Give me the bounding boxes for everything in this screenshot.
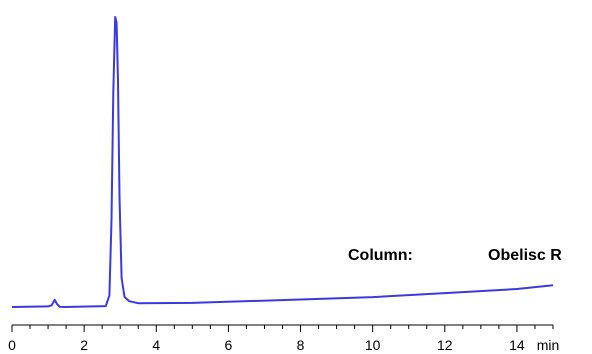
x-tick-label: 8 [297, 337, 305, 353]
column-value: Obelisc R [488, 247, 562, 264]
x-tick-label: 14 [509, 337, 525, 353]
x-tick-label: 12 [437, 337, 453, 353]
x-tick-label: 10 [365, 337, 381, 353]
x-tick-label: 4 [152, 337, 160, 353]
series-group [11, 16, 554, 308]
chromatogram-trace [11, 16, 554, 308]
x-tick-label: 6 [225, 337, 233, 353]
x-unit-label: min [537, 337, 560, 353]
x-axis: 0 2 4 6 8 10 12 14 [8, 324, 554, 353]
x-tick-label: 2 [80, 337, 88, 353]
x-tick-label: 0 [8, 337, 16, 353]
column-label: Column: [348, 247, 413, 264]
